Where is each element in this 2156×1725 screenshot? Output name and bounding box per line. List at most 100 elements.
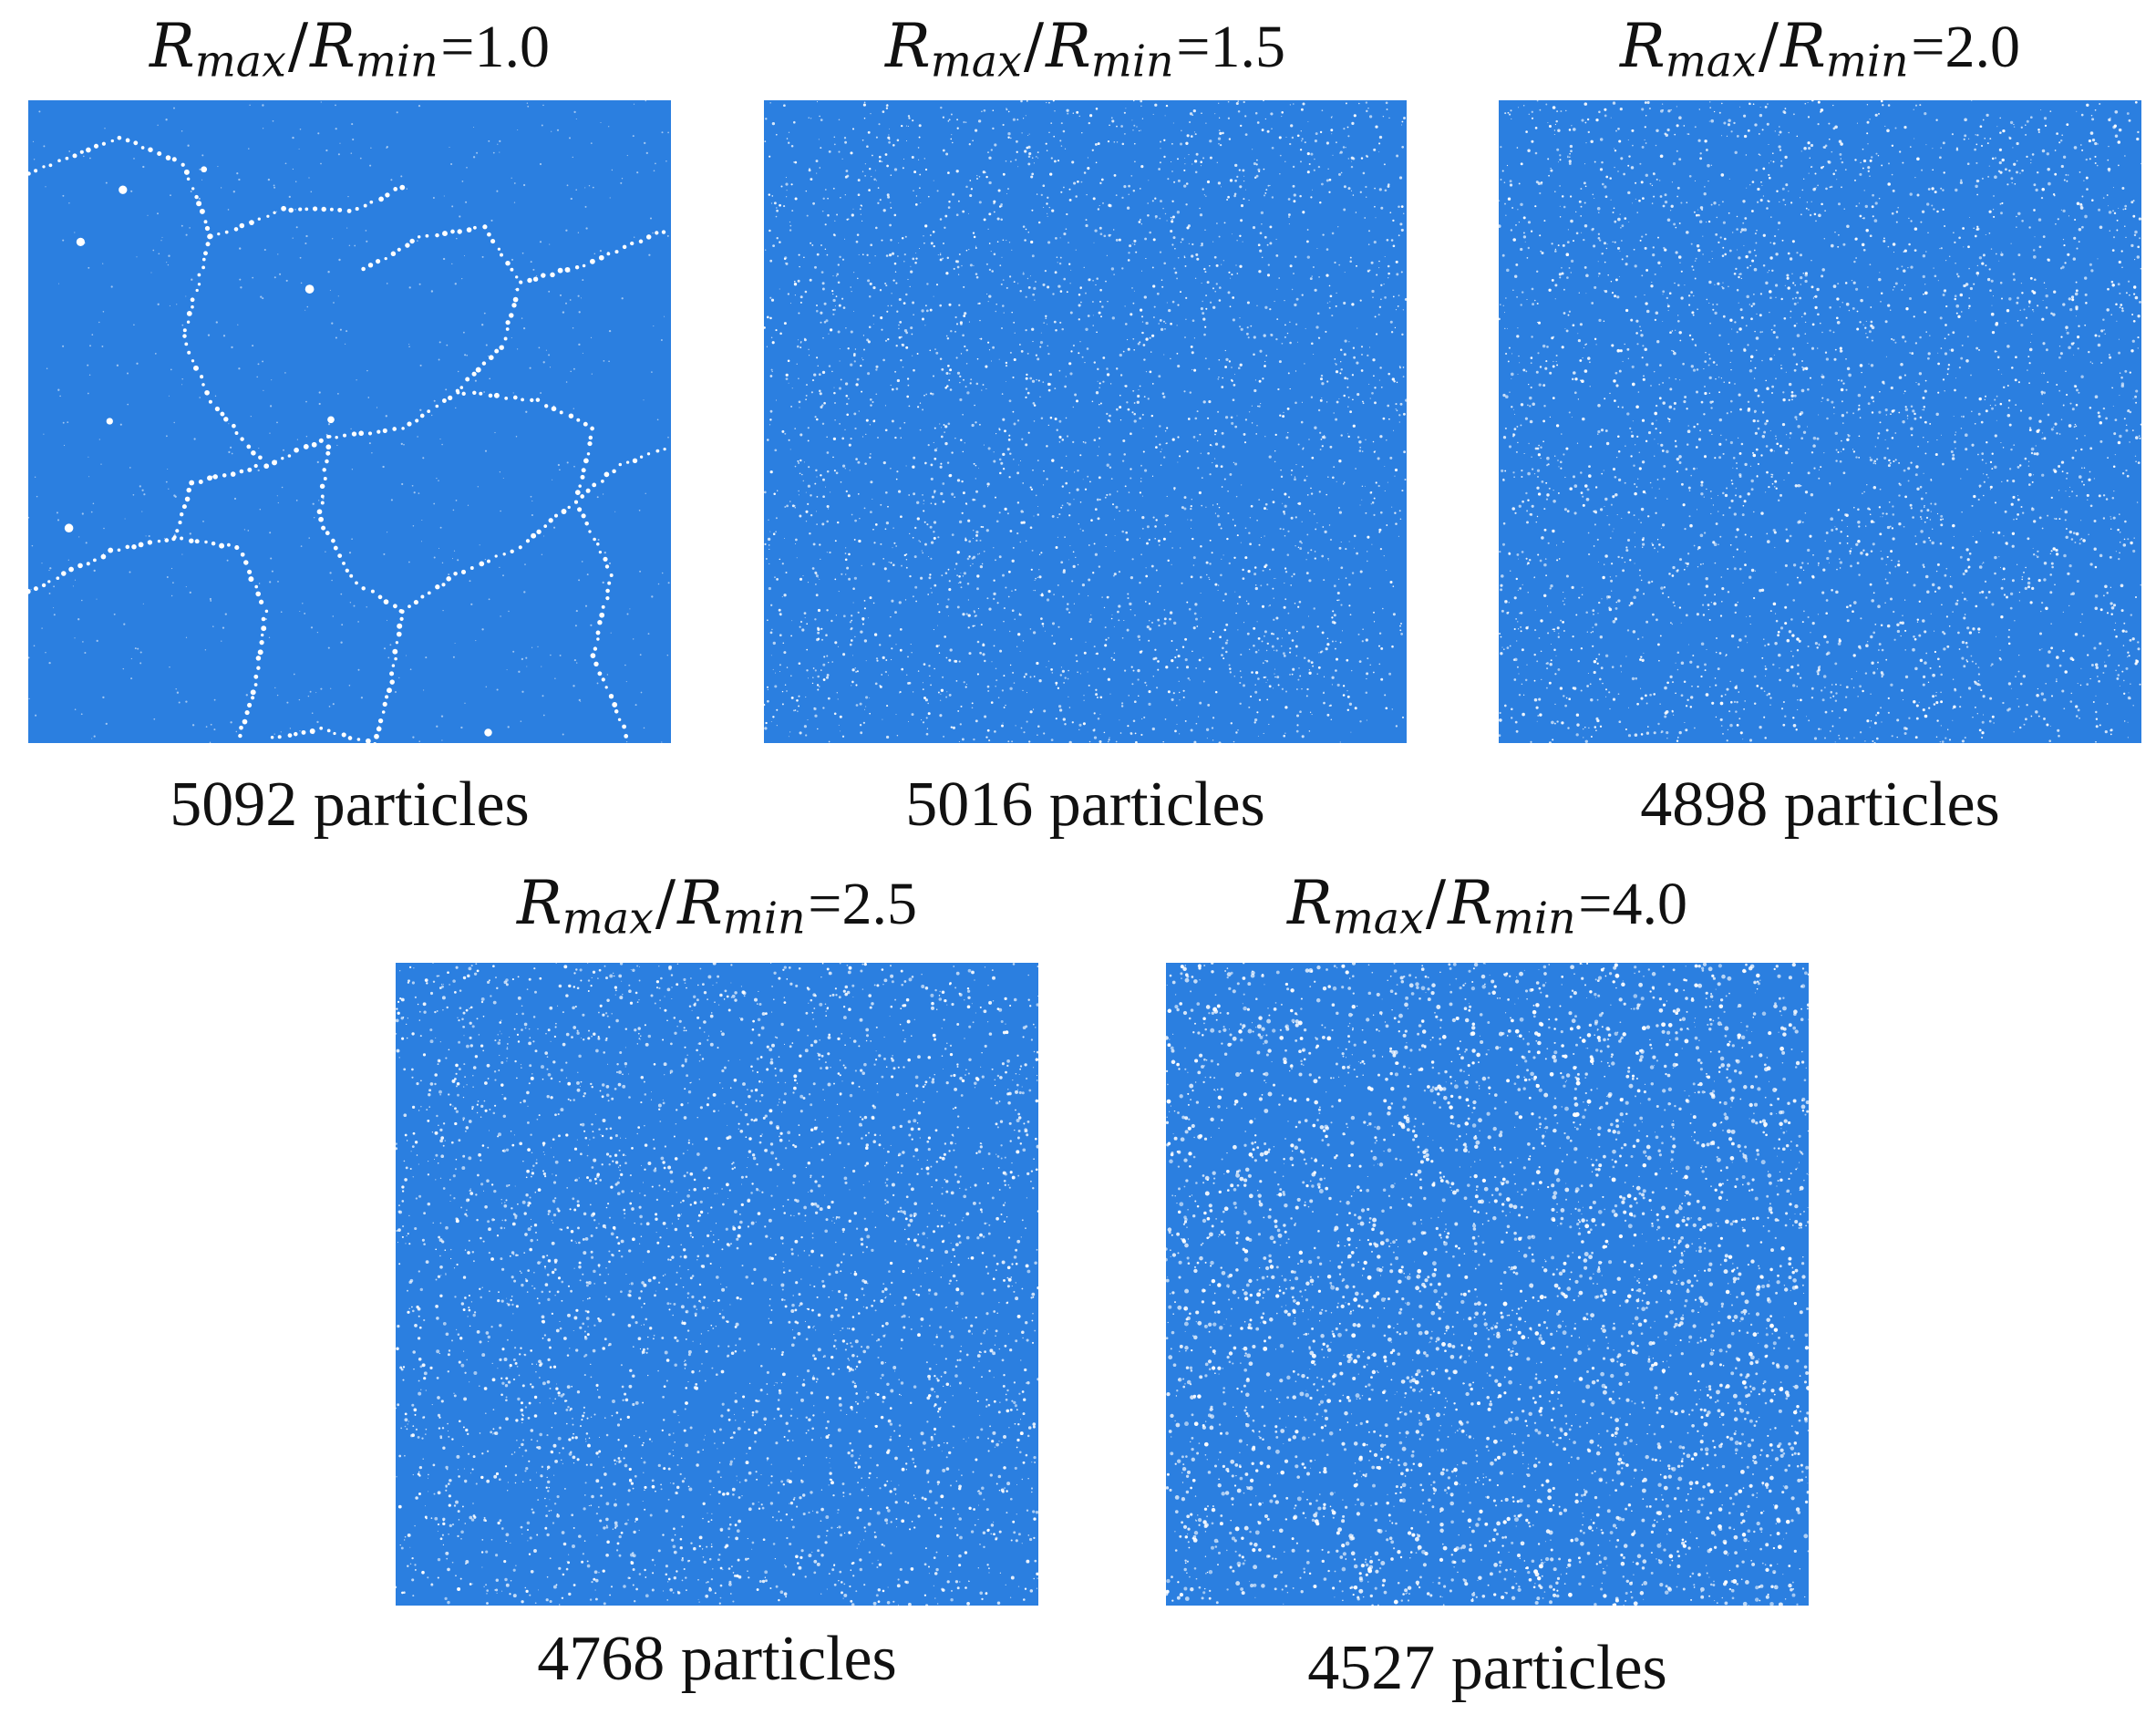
lattice-gap (280, 731, 282, 733)
interstitial-gap (1091, 301, 1094, 303)
lattice-gap (320, 687, 323, 690)
interstitial-gap (807, 484, 810, 488)
interstitial-gap (1248, 648, 1251, 650)
lattice-gap (593, 253, 596, 255)
interstitial-gap (1183, 255, 1185, 257)
grain-boundary-gap (175, 529, 180, 533)
interstitial-gap (967, 626, 970, 629)
interstitial-gap (769, 229, 771, 232)
interstitial-gap (1045, 317, 1047, 319)
interstitial-gap (1046, 666, 1047, 667)
interstitial-gap (1540, 458, 1542, 460)
interstitial-gap (807, 718, 809, 720)
interstitial-gap (805, 398, 807, 400)
lattice-gap (390, 499, 393, 501)
interstitial-gap (1107, 740, 1109, 743)
interstitial-gap (1329, 301, 1331, 303)
lattice-gap (511, 177, 512, 179)
interstitial-gap (852, 587, 855, 590)
lattice-gap (189, 227, 191, 229)
interstitial-gap (1009, 160, 1012, 163)
interstitial-gap (2060, 418, 2063, 420)
interstitial-gap (1234, 374, 1235, 376)
interstitial-gap (1662, 523, 1666, 527)
interstitial-gap (1311, 189, 1314, 191)
interstitial-gap (1935, 701, 1939, 705)
lattice-gap (578, 343, 581, 346)
interstitial-gap (947, 422, 951, 426)
interstitial-gap (1202, 157, 1205, 160)
interstitial-gap (1025, 396, 1027, 399)
interstitial-gap (1236, 240, 1238, 242)
interstitial-gap (1003, 607, 1006, 610)
interstitial-gap (912, 465, 915, 469)
interstitial-gap (773, 492, 776, 495)
grain-boundary-gap (198, 480, 203, 484)
interstitial-gap (1176, 352, 1179, 355)
interstitial-gap (854, 519, 857, 522)
interstitial-gap (951, 134, 953, 136)
interstitial-gap (884, 339, 888, 342)
interstitial-gap (1047, 196, 1049, 199)
interstitial-gap (1658, 543, 1661, 546)
interstitial-gap (957, 582, 959, 584)
interstitial-gap (1598, 110, 1601, 114)
interstitial-gap (913, 555, 917, 559)
interstitial-gap (827, 661, 830, 664)
interstitial-gap (1301, 465, 1304, 468)
interstitial-gap (854, 427, 857, 430)
interstitial-gap (1154, 525, 1157, 528)
interstitial-gap (1234, 163, 1238, 168)
interstitial-gap (1244, 556, 1248, 560)
interstitial-gap (1639, 162, 1642, 165)
lattice-gap (386, 146, 388, 149)
lattice-gap (212, 625, 214, 627)
panel-title: Rmax/Rmin=2.0 (1499, 16, 2141, 84)
interstitial-gap (913, 456, 916, 460)
interstitial-gap (1172, 236, 1176, 240)
interstitial-gap (793, 709, 795, 712)
grain-boundary-gap (28, 588, 31, 594)
interstitial-gap (828, 150, 831, 153)
interstitial-gap (1319, 431, 1322, 434)
lattice-gap (566, 184, 569, 187)
interstitial-gap (1075, 654, 1078, 657)
interstitial-gap (885, 659, 888, 661)
interstitial-gap (1244, 418, 1248, 421)
interstitial-gap (981, 389, 983, 391)
interstitial-gap (1016, 501, 1020, 504)
interstitial-gap (1130, 313, 1133, 316)
interstitial-gap (1060, 122, 1063, 125)
interstitial-gap (1037, 357, 1040, 361)
interstitial-gap (908, 117, 911, 119)
interstitial-gap (780, 185, 783, 188)
interstitial-gap (1187, 519, 1189, 521)
interstitial-gap (827, 697, 830, 700)
interstitial-gap (1140, 718, 1143, 720)
interstitial-gap (1221, 654, 1223, 656)
interstitial-gap (1865, 553, 1869, 556)
interstitial-gap (826, 253, 829, 256)
interstitial-gap (1196, 439, 1199, 442)
interstitial-gap (933, 244, 935, 248)
interstitial-gap (1069, 372, 1073, 376)
lattice-gap (300, 282, 303, 284)
lattice-gap (408, 346, 410, 348)
interstitial-gap (1582, 495, 1584, 498)
interstitial-gap (1641, 356, 1644, 359)
interstitial-gap (803, 725, 807, 728)
interstitial-gap (1275, 238, 1277, 241)
lattice-gap (205, 726, 208, 728)
interstitial-gap (1102, 356, 1106, 359)
interstitial-gap (856, 377, 860, 381)
lattice-gap (467, 504, 469, 506)
interstitial-gap (1216, 503, 1219, 505)
grain-boundary-gap (325, 459, 329, 464)
interstitial-gap (1162, 537, 1166, 541)
interstitial-gap (1068, 502, 1071, 506)
interstitial-gap (1078, 352, 1080, 355)
interstitial-gap (1839, 738, 1841, 739)
interstitial-gap (1327, 557, 1329, 560)
interstitial-gap (846, 402, 849, 406)
interstitial-gap (965, 502, 967, 505)
